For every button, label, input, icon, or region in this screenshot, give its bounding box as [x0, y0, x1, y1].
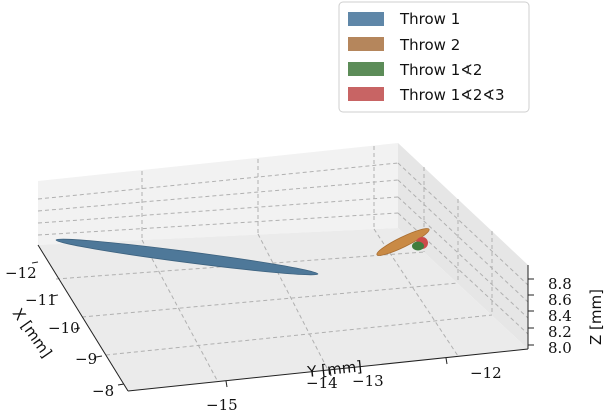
x-tick-label: −9: [75, 350, 97, 368]
x-tick-mark: [117, 383, 125, 386]
grid-z-back-1: [37, 162, 399, 200]
floor-pane: [38, 228, 528, 391]
y-tick-mark: [445, 357, 448, 365]
y-axis-line: [127, 348, 529, 392]
legend-swatch: [348, 62, 384, 76]
z-tick-labels: 8.0 8.2 8.4 8.6 8.8: [548, 275, 572, 357]
legend-swatch: [348, 37, 384, 51]
legend-label: Throw 1∢2: [399, 61, 482, 79]
z-tick-label: 8.8: [548, 275, 572, 293]
grid-z-right-1: [397, 162, 529, 286]
y-tick-labels: −15 −14 −13 −12: [206, 364, 502, 414]
y-tick-mark: [225, 380, 228, 388]
legend-swatch: [348, 12, 384, 26]
x-tick-mark: [95, 355, 103, 358]
legend-label: Throw 1∢2∢3: [399, 86, 505, 104]
x-tick-mark: [51, 294, 59, 297]
z-axis-title: Z [mm]: [587, 289, 605, 345]
z-tick-label: 8.6: [548, 291, 572, 309]
legend-item-throw-1-2: Throw 1∢2: [348, 61, 482, 79]
throw-1-ellipsoid: [55, 238, 319, 276]
legend-item-throw-2: Throw 2: [348, 36, 460, 54]
y-tick-mark: [329, 369, 332, 377]
grid-y-floor-1: [141, 239, 219, 383]
z-tick-label: 8.2: [548, 323, 572, 341]
legend: Throw 1 Throw 2 Throw 1∢2 Throw 1∢2∢3: [338, 1, 530, 113]
z-tick-label: 8.0: [548, 339, 572, 357]
x-tick-mark: [31, 261, 39, 264]
grid-y-floor-3: [373, 228, 459, 357]
grid-x-floor-3: [105, 314, 493, 356]
ellipsoid-marks: [55, 228, 430, 276]
legend-label: Throw 1: [399, 10, 460, 28]
throw-1-2-ellipsoid: [412, 241, 424, 251]
tick-marks: [31, 261, 534, 388]
legend-label: Throw 2: [399, 36, 460, 54]
x-tick-label: −10: [48, 319, 80, 337]
grid-z-back-2: [37, 179, 399, 212]
right-pane: [398, 143, 528, 349]
x-tick-label: −11: [25, 291, 57, 309]
legend-frame: [338, 1, 530, 113]
y-tick-label: −15: [206, 396, 238, 414]
axes-panes: [38, 143, 528, 391]
x-axis-line: [37, 244, 129, 392]
y-tick-label: −12: [470, 364, 502, 382]
grid-z-right-3: [397, 196, 529, 319]
legend-item-throw-1-2-3: Throw 1∢2∢3: [348, 86, 505, 104]
y-tick-label: −14: [306, 374, 338, 392]
throw-2-ellipsoid: [376, 228, 430, 256]
y-tick-label: −13: [352, 372, 384, 390]
back-pane: [38, 143, 398, 245]
legend-item-throw-1: Throw 1: [348, 10, 460, 28]
grid-z-right-2: [397, 179, 529, 303]
x-tick-label: −12: [5, 264, 37, 282]
z-tick-label: 8.4: [548, 307, 572, 325]
grid-y-floor-2: [257, 233, 329, 371]
x-tick-labels: −12 −11 −10 −9 −8: [5, 264, 114, 400]
x-tick-label: −8: [92, 382, 114, 400]
legend-swatch: [348, 87, 384, 101]
x-tick-mark: [73, 327, 81, 330]
y-axis-title: Y [mm]: [306, 357, 363, 381]
